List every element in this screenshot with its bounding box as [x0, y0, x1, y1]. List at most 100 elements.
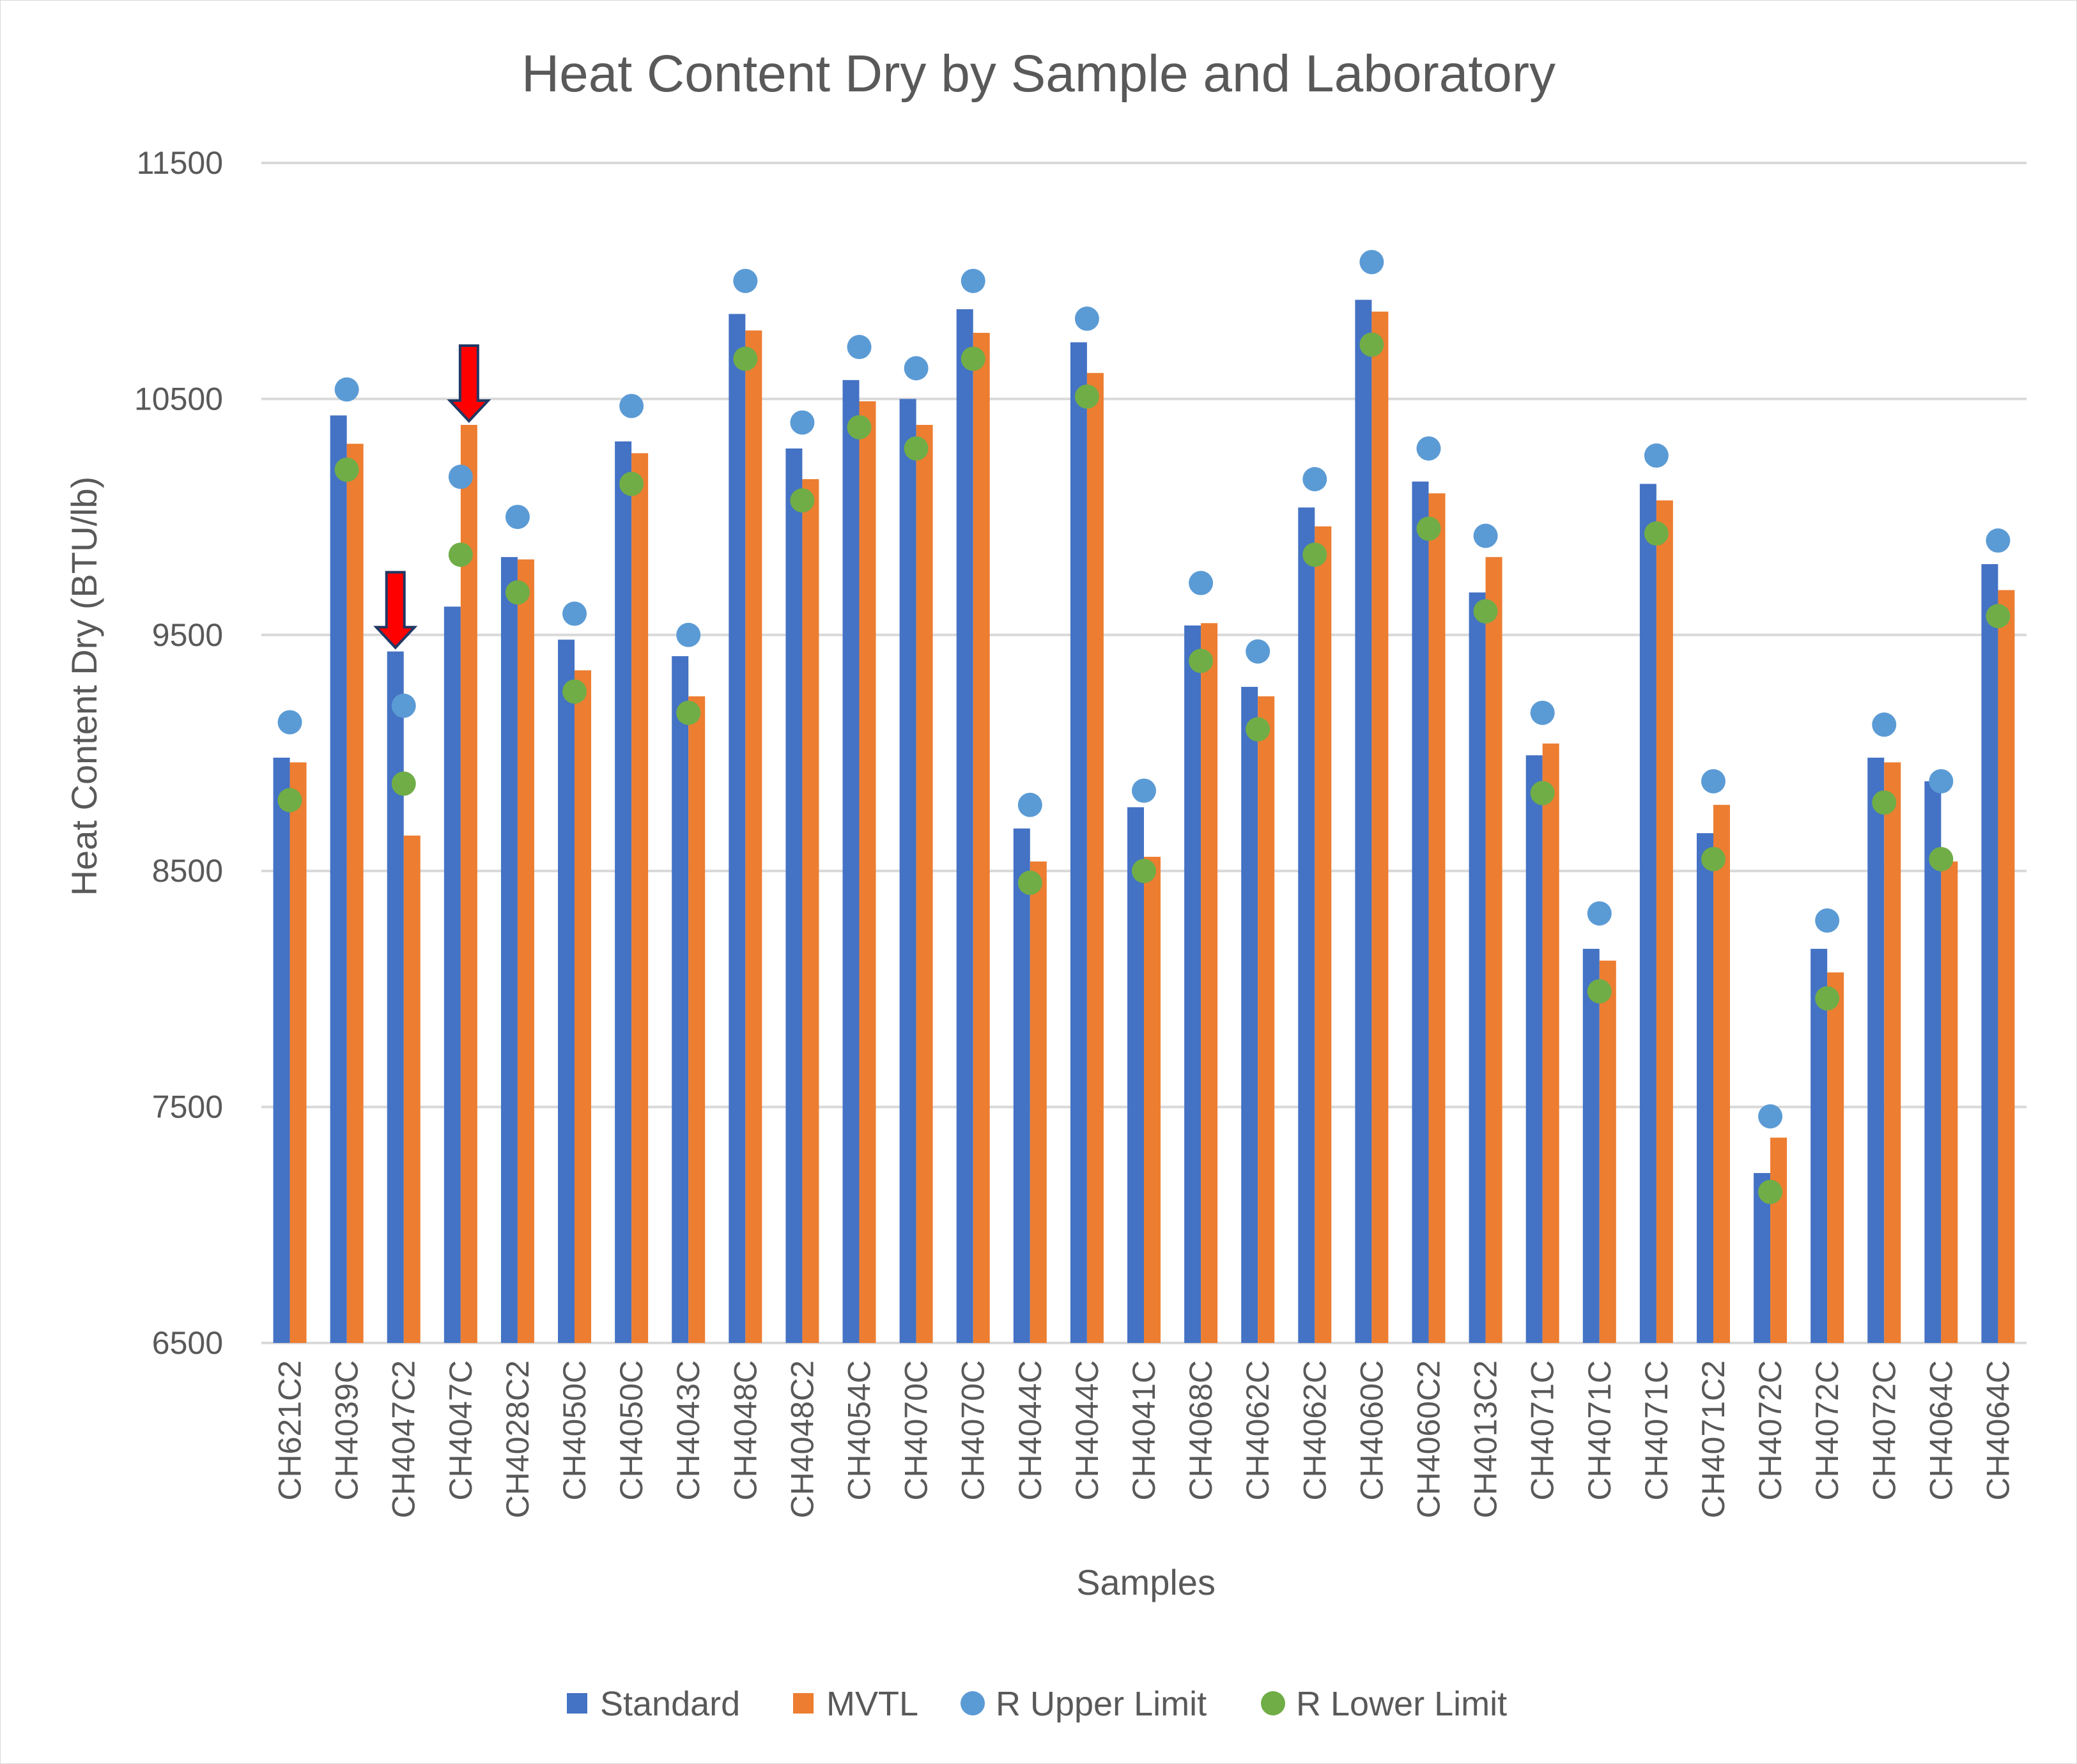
x-tick-label: CH4072C — [1866, 1360, 1902, 1501]
x-tick-label: CH4047C2 — [386, 1360, 422, 1518]
x-tick-label: CH4071C — [1525, 1360, 1561, 1501]
bar-standard — [1355, 300, 1372, 1344]
bar-standard — [956, 309, 973, 1343]
x-tick-label: CH4072C — [1809, 1360, 1845, 1501]
legend: Standard MVTL R Upper Limit R Lower Limit — [567, 1685, 1507, 1723]
point-r-lower-limit — [1017, 870, 1042, 895]
bar-mvtl — [745, 330, 762, 1344]
bar-mvtl — [802, 479, 819, 1343]
bar-standard — [672, 656, 689, 1343]
point-r-upper-limit — [1473, 523, 1498, 548]
bar-mvtl — [1258, 696, 1275, 1343]
bar-mvtl — [1542, 743, 1559, 1343]
point-r-lower-limit — [1986, 604, 2011, 629]
point-r-lower-limit — [1644, 521, 1669, 546]
point-r-lower-limit — [790, 488, 815, 513]
annotation-arrow — [373, 571, 418, 650]
point-r-upper-limit — [961, 268, 985, 293]
point-r-lower-limit — [1587, 979, 1612, 1004]
bar-mvtl — [403, 835, 421, 1343]
x-tick-label: CH4043C — [670, 1360, 706, 1501]
x-tick-label: CH4068C — [1183, 1360, 1219, 1501]
legend-swatch-r-lower-limit — [1261, 1691, 1285, 1715]
x-tick-label: CH4072C — [1752, 1360, 1788, 1501]
bar-mvtl — [1884, 762, 1901, 1343]
bar-standard — [1867, 757, 1885, 1343]
point-r-upper-limit — [391, 693, 416, 718]
point-r-lower-limit — [1758, 1179, 1783, 1204]
point-r-upper-limit — [1644, 443, 1669, 468]
y-tick-label: 9500 — [152, 617, 223, 653]
point-r-lower-limit — [1530, 781, 1555, 806]
y-tick-label: 8500 — [152, 853, 223, 889]
y-axis-title: Heat Content Dry (BTU/lb) — [64, 477, 104, 896]
y-tick-label: 11500 — [137, 145, 223, 181]
bar-standard — [1525, 755, 1543, 1343]
bar-mvtl — [1941, 861, 1958, 1343]
x-tick-label: CH4071C — [1639, 1360, 1674, 1501]
bar-mvtl — [460, 425, 477, 1344]
bar-standard — [1582, 949, 1600, 1343]
legend-label-mvtl: MVTL — [826, 1685, 918, 1723]
bar-mvtl — [290, 762, 307, 1343]
x-tick-label: CH4044C — [1012, 1360, 1048, 1501]
bar-standard — [330, 415, 347, 1343]
point-r-lower-limit — [277, 788, 302, 813]
point-r-lower-limit — [961, 346, 985, 371]
bar-mvtl — [1086, 372, 1104, 1343]
bar-mvtl — [1827, 972, 1844, 1343]
point-r-upper-limit — [619, 394, 644, 418]
legend-label-standard: Standard — [600, 1685, 740, 1723]
bar-mvtl — [631, 453, 649, 1343]
bar-standard — [273, 757, 290, 1343]
point-r-upper-limit — [790, 410, 815, 435]
point-r-upper-limit — [1929, 769, 1954, 794]
bar-standard — [1412, 481, 1429, 1344]
x-tick-label: CH4050C — [557, 1360, 592, 1501]
x-tick-label: CH4071C2 — [1695, 1360, 1731, 1518]
annotation-arrow — [447, 344, 491, 423]
bar-standard — [444, 606, 461, 1344]
point-r-lower-limit — [562, 679, 587, 704]
bar-standard — [729, 314, 746, 1343]
bar-standard — [1298, 507, 1315, 1343]
x-tick-label: CH4039C — [329, 1360, 365, 1501]
bar-mvtl — [1144, 857, 1161, 1343]
bar-mvtl — [859, 401, 876, 1343]
bar-mvtl — [1371, 311, 1389, 1344]
point-r-upper-limit — [277, 710, 302, 735]
bar-standard — [1241, 687, 1258, 1343]
point-r-upper-limit — [1815, 908, 1840, 933]
point-r-lower-limit — [1246, 717, 1270, 742]
point-r-lower-limit — [505, 580, 530, 605]
y-tick-label: 7500 — [152, 1089, 223, 1125]
point-r-lower-limit — [847, 415, 872, 440]
point-r-upper-limit — [505, 505, 530, 530]
bar-standard — [899, 399, 916, 1343]
x-tick-label: CH4044C — [1069, 1360, 1105, 1501]
bar-mvtl — [916, 425, 933, 1344]
point-r-lower-limit — [1359, 332, 1384, 357]
point-r-lower-limit — [676, 700, 701, 725]
x-tick-label: CH4064C — [1980, 1360, 2016, 1501]
y-tick-label: 10500 — [134, 381, 223, 417]
chart-title: Heat Content Dry by Sample and Laborator… — [521, 45, 1556, 103]
x-tick-label: CH4070C — [955, 1360, 991, 1501]
x-tick-label: CH4062C — [1297, 1360, 1332, 1501]
point-r-upper-limit — [847, 335, 872, 360]
bar-standard — [1070, 342, 1087, 1343]
bar-mvtl — [346, 443, 364, 1344]
point-r-lower-limit — [1416, 516, 1441, 541]
x-axis-title: Samples — [1076, 1562, 1216, 1602]
point-r-lower-limit — [448, 542, 473, 567]
point-r-upper-limit — [1701, 769, 1726, 794]
point-r-upper-limit — [1302, 466, 1327, 491]
bar-mvtl — [1770, 1137, 1787, 1343]
x-tick-label: CH4070C — [899, 1360, 934, 1501]
bar-standard — [1924, 781, 1942, 1343]
point-r-upper-limit — [1758, 1104, 1783, 1129]
bar-standard — [1127, 807, 1144, 1343]
bar-mvtl — [1485, 556, 1502, 1344]
legend-swatch-mvtl — [793, 1693, 814, 1714]
point-r-upper-limit — [448, 464, 473, 489]
